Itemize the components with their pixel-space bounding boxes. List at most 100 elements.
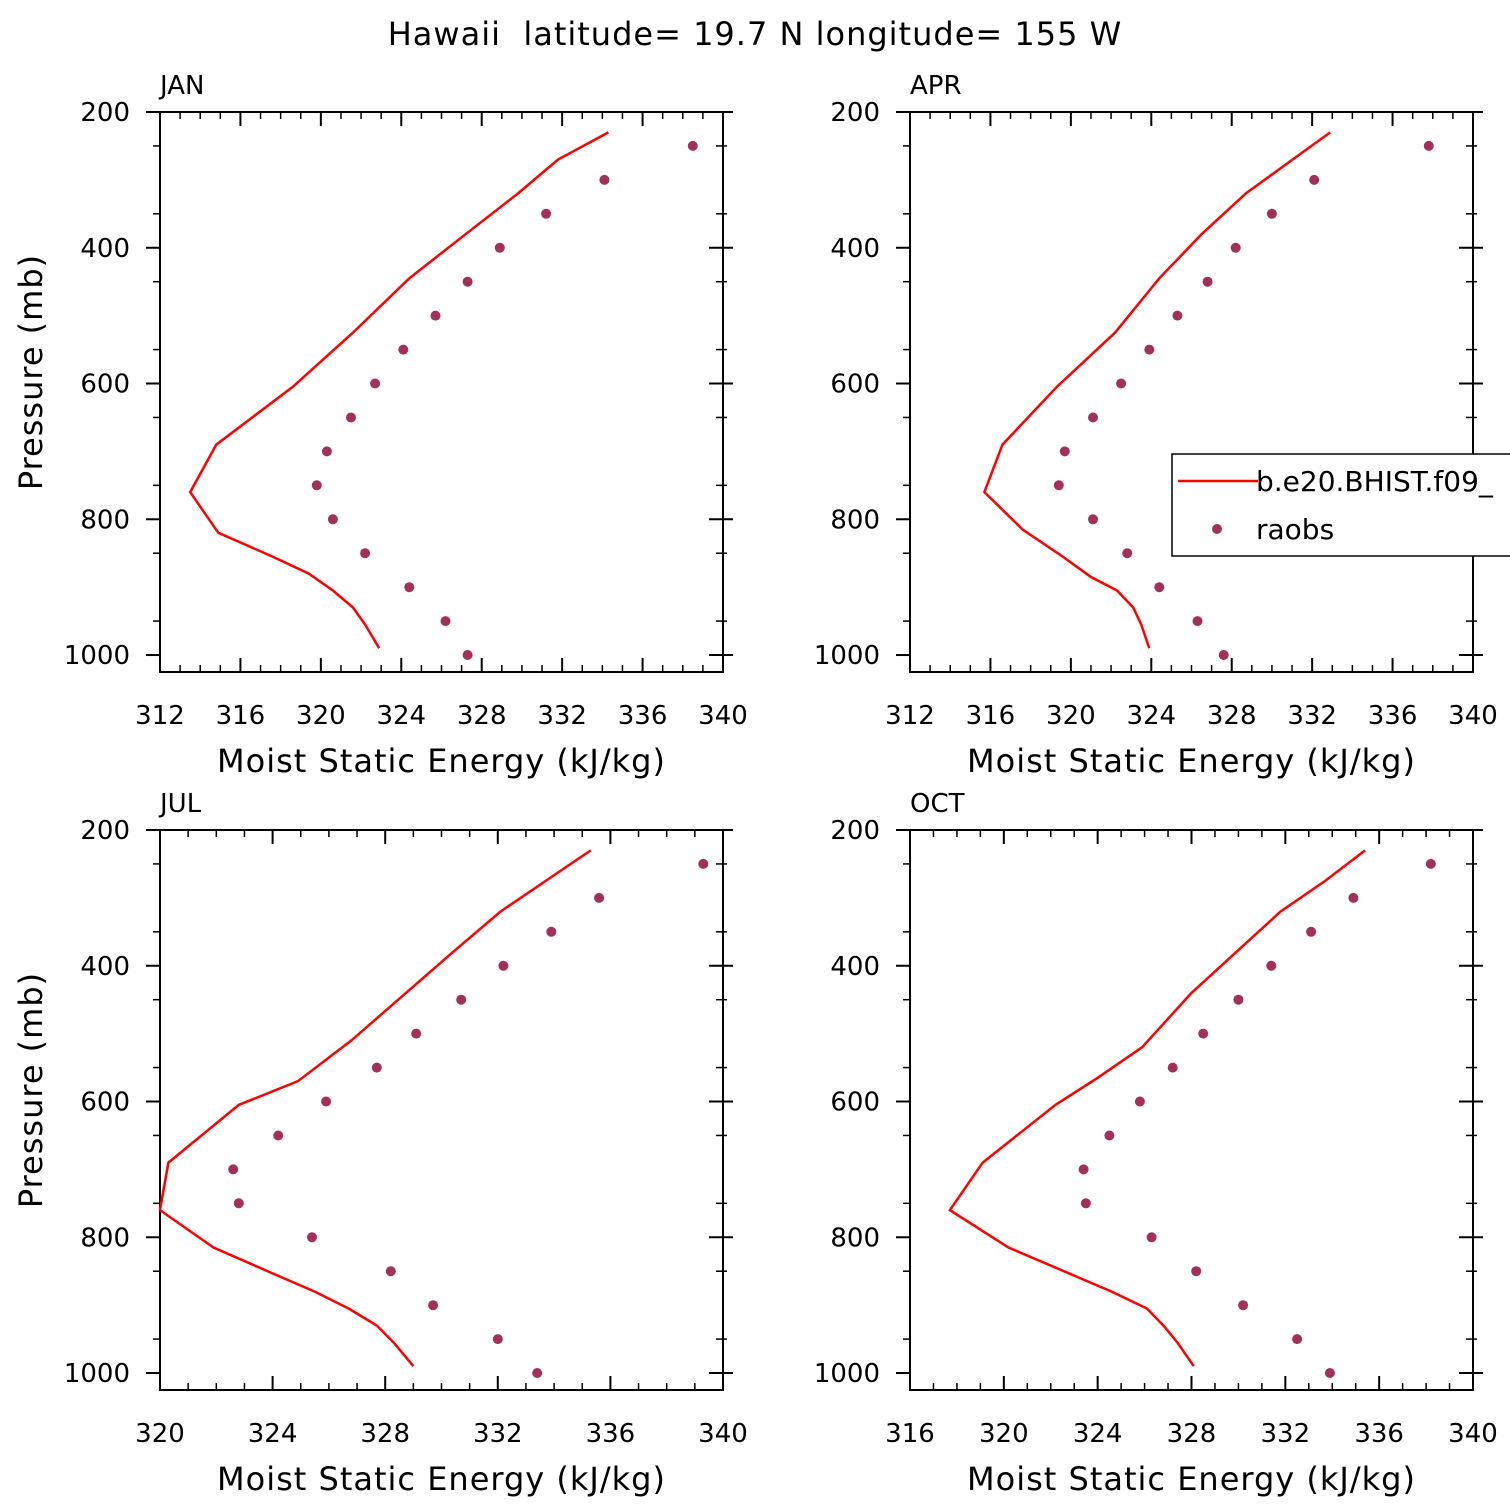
raobs-point — [1134, 1096, 1145, 1107]
raobs-point — [1425, 858, 1436, 869]
y-tick-label: 800 — [830, 1223, 880, 1253]
raobs-point — [385, 1266, 396, 1277]
x-tick-label: 328 — [1207, 701, 1257, 731]
raobs-point — [1059, 446, 1070, 457]
raobs-point — [428, 1300, 439, 1311]
raobs-point — [1266, 208, 1277, 219]
y-tick-label: 200 — [830, 98, 880, 128]
x-tick-label: 324 — [1073, 1419, 1123, 1449]
raobs-point — [1116, 378, 1127, 389]
y-tick-label: 1000 — [814, 1359, 880, 1389]
y-tick-label: 200 — [80, 816, 130, 846]
raobs-point — [1202, 276, 1213, 287]
plot-frame — [159, 829, 724, 1391]
raobs-point — [1192, 616, 1203, 627]
x-tick-label: 312 — [135, 701, 185, 731]
x-tick-label: 340 — [1448, 1419, 1498, 1449]
legend-model-label: b.e20.BHIST.f09_ — [1256, 465, 1494, 498]
raobs-point — [1306, 926, 1317, 937]
raobs-point — [346, 412, 356, 423]
x-tick-label: 312 — [885, 701, 935, 731]
panel-title: APR — [910, 71, 962, 101]
x-tick-label: 336 — [1354, 1419, 1404, 1449]
raobs-point — [1104, 1130, 1115, 1141]
raobs-point — [1309, 174, 1320, 185]
x-tick-label: 324 — [248, 1419, 298, 1449]
panel-apr: APR 312 316 320 324 328 332 336 340 200 400 600 800 1… — [814, 71, 1498, 780]
raobs-point — [411, 1028, 422, 1039]
raobs-point — [456, 994, 467, 1005]
model-profile-line — [948, 849, 1366, 1367]
y-tick-label: 1000 — [64, 641, 130, 671]
x-tick-label: 328 — [457, 701, 507, 731]
raobs-point — [687, 140, 698, 151]
raobs-point — [273, 1130, 284, 1141]
raobs-point — [398, 344, 409, 355]
raobs-point — [541, 208, 552, 219]
x-tick-label: 320 — [1046, 701, 1096, 731]
x-tick-label: 320 — [296, 701, 346, 731]
panel-jan: JAN 312 316 320 324 328 332 336 340 200 400 600 800 1… — [12, 71, 748, 780]
y-tick-label: 1000 — [814, 641, 880, 671]
x-tick-label: 320 — [979, 1419, 1029, 1449]
x-tick-label: 336 — [618, 701, 668, 731]
y-tick-label: 400 — [830, 234, 880, 264]
raobs-point — [1172, 310, 1183, 321]
x-tick-label: 336 — [1368, 701, 1418, 731]
x-tick-label: 340 — [1448, 701, 1498, 731]
y-tick-label: 800 — [80, 1223, 130, 1253]
x-tick-label: 332 — [1261, 1419, 1311, 1449]
y-tick-label: 400 — [80, 234, 130, 264]
legend: b.e20.BHIST.f09_ raobs — [1171, 453, 1510, 557]
x-tick-label: 328 — [360, 1419, 410, 1449]
raobs-point — [327, 514, 338, 525]
raobs-point — [698, 858, 709, 869]
raobs-point — [1078, 1164, 1089, 1175]
y-tick-label: 800 — [80, 505, 130, 535]
raobs-point — [1324, 1368, 1335, 1378]
panel-jul: JUL 320 324 328 332 336 340 200 400 600 800 1000 Moi… — [12, 789, 748, 1498]
x-tick-label: 316 — [966, 701, 1016, 731]
x-tick-label: 324 — [376, 701, 426, 731]
raobs-point — [1266, 960, 1277, 971]
legend-obs-label: raobs — [1256, 513, 1334, 546]
raobs-point — [1191, 1266, 1202, 1277]
raobs-point — [1144, 344, 1155, 355]
raobs-point — [494, 242, 505, 253]
raobs-point — [404, 582, 415, 593]
raobs-point — [1348, 892, 1359, 903]
raobs-point — [594, 892, 605, 903]
figure-title: Hawaii latitude= 19.7 N longitude= 155 W — [388, 15, 1123, 53]
raobs-point — [1230, 242, 1241, 253]
raobs-point — [1122, 548, 1133, 559]
x-tick-label: 332 — [473, 1419, 523, 1449]
raobs-point — [321, 446, 332, 457]
raobs-point — [1218, 650, 1229, 660]
raobs-point — [430, 310, 441, 321]
x-tick-label: 316 — [216, 701, 266, 731]
x-tick-label: 316 — [885, 1419, 935, 1449]
y-tick-label: 200 — [830, 816, 880, 846]
raobs-point — [1292, 1334, 1303, 1345]
raobs-point — [440, 616, 451, 627]
x-axis-label: Moist Static Energy (kJ/kg) — [967, 1460, 1416, 1498]
y-tick-label: 400 — [830, 952, 880, 982]
panel-title: OCT — [910, 789, 965, 819]
x-tick-label: 332 — [1287, 701, 1337, 731]
raobs-point — [311, 480, 322, 491]
raobs-point — [498, 960, 509, 971]
model-profile-line — [982, 131, 1331, 649]
x-tick-label: 332 — [537, 701, 587, 731]
raobs-point — [462, 276, 473, 287]
plot-frame — [909, 111, 1474, 673]
raobs-point — [1088, 514, 1098, 525]
panels: JAN 312 316 320 324 328 332 336 340 200 400 600 800 1… — [12, 71, 1498, 1498]
raobs-point — [321, 1096, 332, 1107]
raobs-point — [462, 650, 473, 660]
x-axis-label: Moist Static Energy (kJ/kg) — [217, 1460, 666, 1498]
x-tick-label: 328 — [1167, 1419, 1217, 1449]
raobs-point — [233, 1198, 244, 1209]
y-tick-label: 600 — [80, 370, 130, 400]
y-tick-label: 600 — [830, 1088, 880, 1118]
y-tick-label: 1000 — [64, 1359, 130, 1389]
